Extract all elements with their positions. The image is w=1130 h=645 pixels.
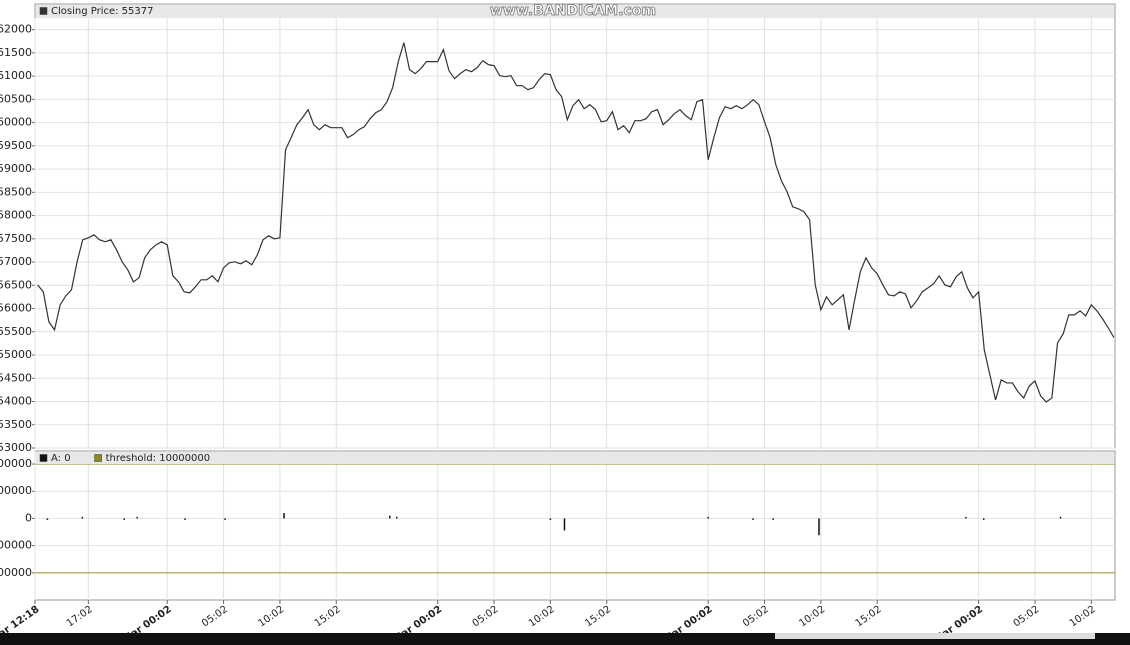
y-tick-label: 54500 — [0, 371, 32, 384]
spike — [136, 516, 138, 519]
spike — [184, 518, 186, 520]
spike — [965, 516, 967, 519]
spike — [982, 518, 985, 520]
legend-label: Closing Price: 55377 — [51, 6, 154, 17]
y-tick-label: 53000 — [0, 441, 32, 454]
legend-swatch — [39, 454, 48, 462]
spike — [46, 518, 49, 520]
y-tick-label: 58000 — [0, 209, 32, 222]
mark-layer — [35, 42, 1115, 574]
spike — [81, 516, 84, 519]
y-tick-label: 60000 — [0, 116, 32, 129]
y-tick-label: 59500 — [0, 139, 32, 152]
spike — [707, 516, 709, 519]
spike — [123, 518, 125, 520]
watermark: www.BANDICAM.com — [490, 3, 656, 19]
y-tick-label: -5000000 — [0, 539, 32, 552]
y-tick-label: 61500 — [0, 46, 32, 59]
spike — [1059, 516, 1062, 519]
legend-swatch — [39, 7, 48, 15]
y-tick-label: 55000 — [0, 348, 32, 361]
legend-bar — [36, 5, 1114, 18]
y-tick-label: 58500 — [0, 185, 32, 198]
legend-label: threshold: 10000000 — [106, 453, 211, 464]
price-panel — [34, 3, 1116, 449]
scrollbar — [775, 633, 1095, 639]
spike — [224, 518, 226, 520]
y-tick-label: 61000 — [0, 69, 32, 82]
y-tick-label: 57000 — [0, 255, 32, 268]
grid-layer — [32, 18, 1115, 604]
y-tick-label: 55500 — [0, 325, 32, 338]
y-tick-label: 62000 — [0, 23, 32, 36]
spike — [772, 518, 774, 520]
spike — [283, 512, 285, 519]
price-line — [37, 42, 1115, 403]
legend-bar — [36, 452, 1114, 464]
spike — [389, 515, 391, 519]
y-tick-label: 0 — [25, 511, 32, 524]
spike — [563, 518, 566, 531]
spike — [752, 518, 754, 520]
y-tick-label: -10000000 — [0, 566, 32, 579]
y-tick-label: 57500 — [0, 232, 32, 245]
y-tick-label: 54000 — [0, 395, 32, 408]
y-tick-label: 59000 — [0, 162, 32, 175]
spike — [818, 518, 820, 536]
spike — [396, 516, 398, 519]
y-tick-label: 10000000 — [0, 457, 32, 470]
y-tick-label: 5000000 — [0, 484, 32, 497]
spike — [549, 518, 552, 520]
y-tick-label: 56500 — [0, 278, 32, 291]
y-tick-label: 60500 — [0, 92, 32, 105]
legend-label: A: 0 — [51, 453, 71, 464]
y-tick-label: 53500 — [0, 418, 32, 431]
indicator-panel — [34, 450, 1116, 601]
y-tick-label: 56000 — [0, 302, 32, 315]
legend-swatch — [94, 454, 102, 462]
